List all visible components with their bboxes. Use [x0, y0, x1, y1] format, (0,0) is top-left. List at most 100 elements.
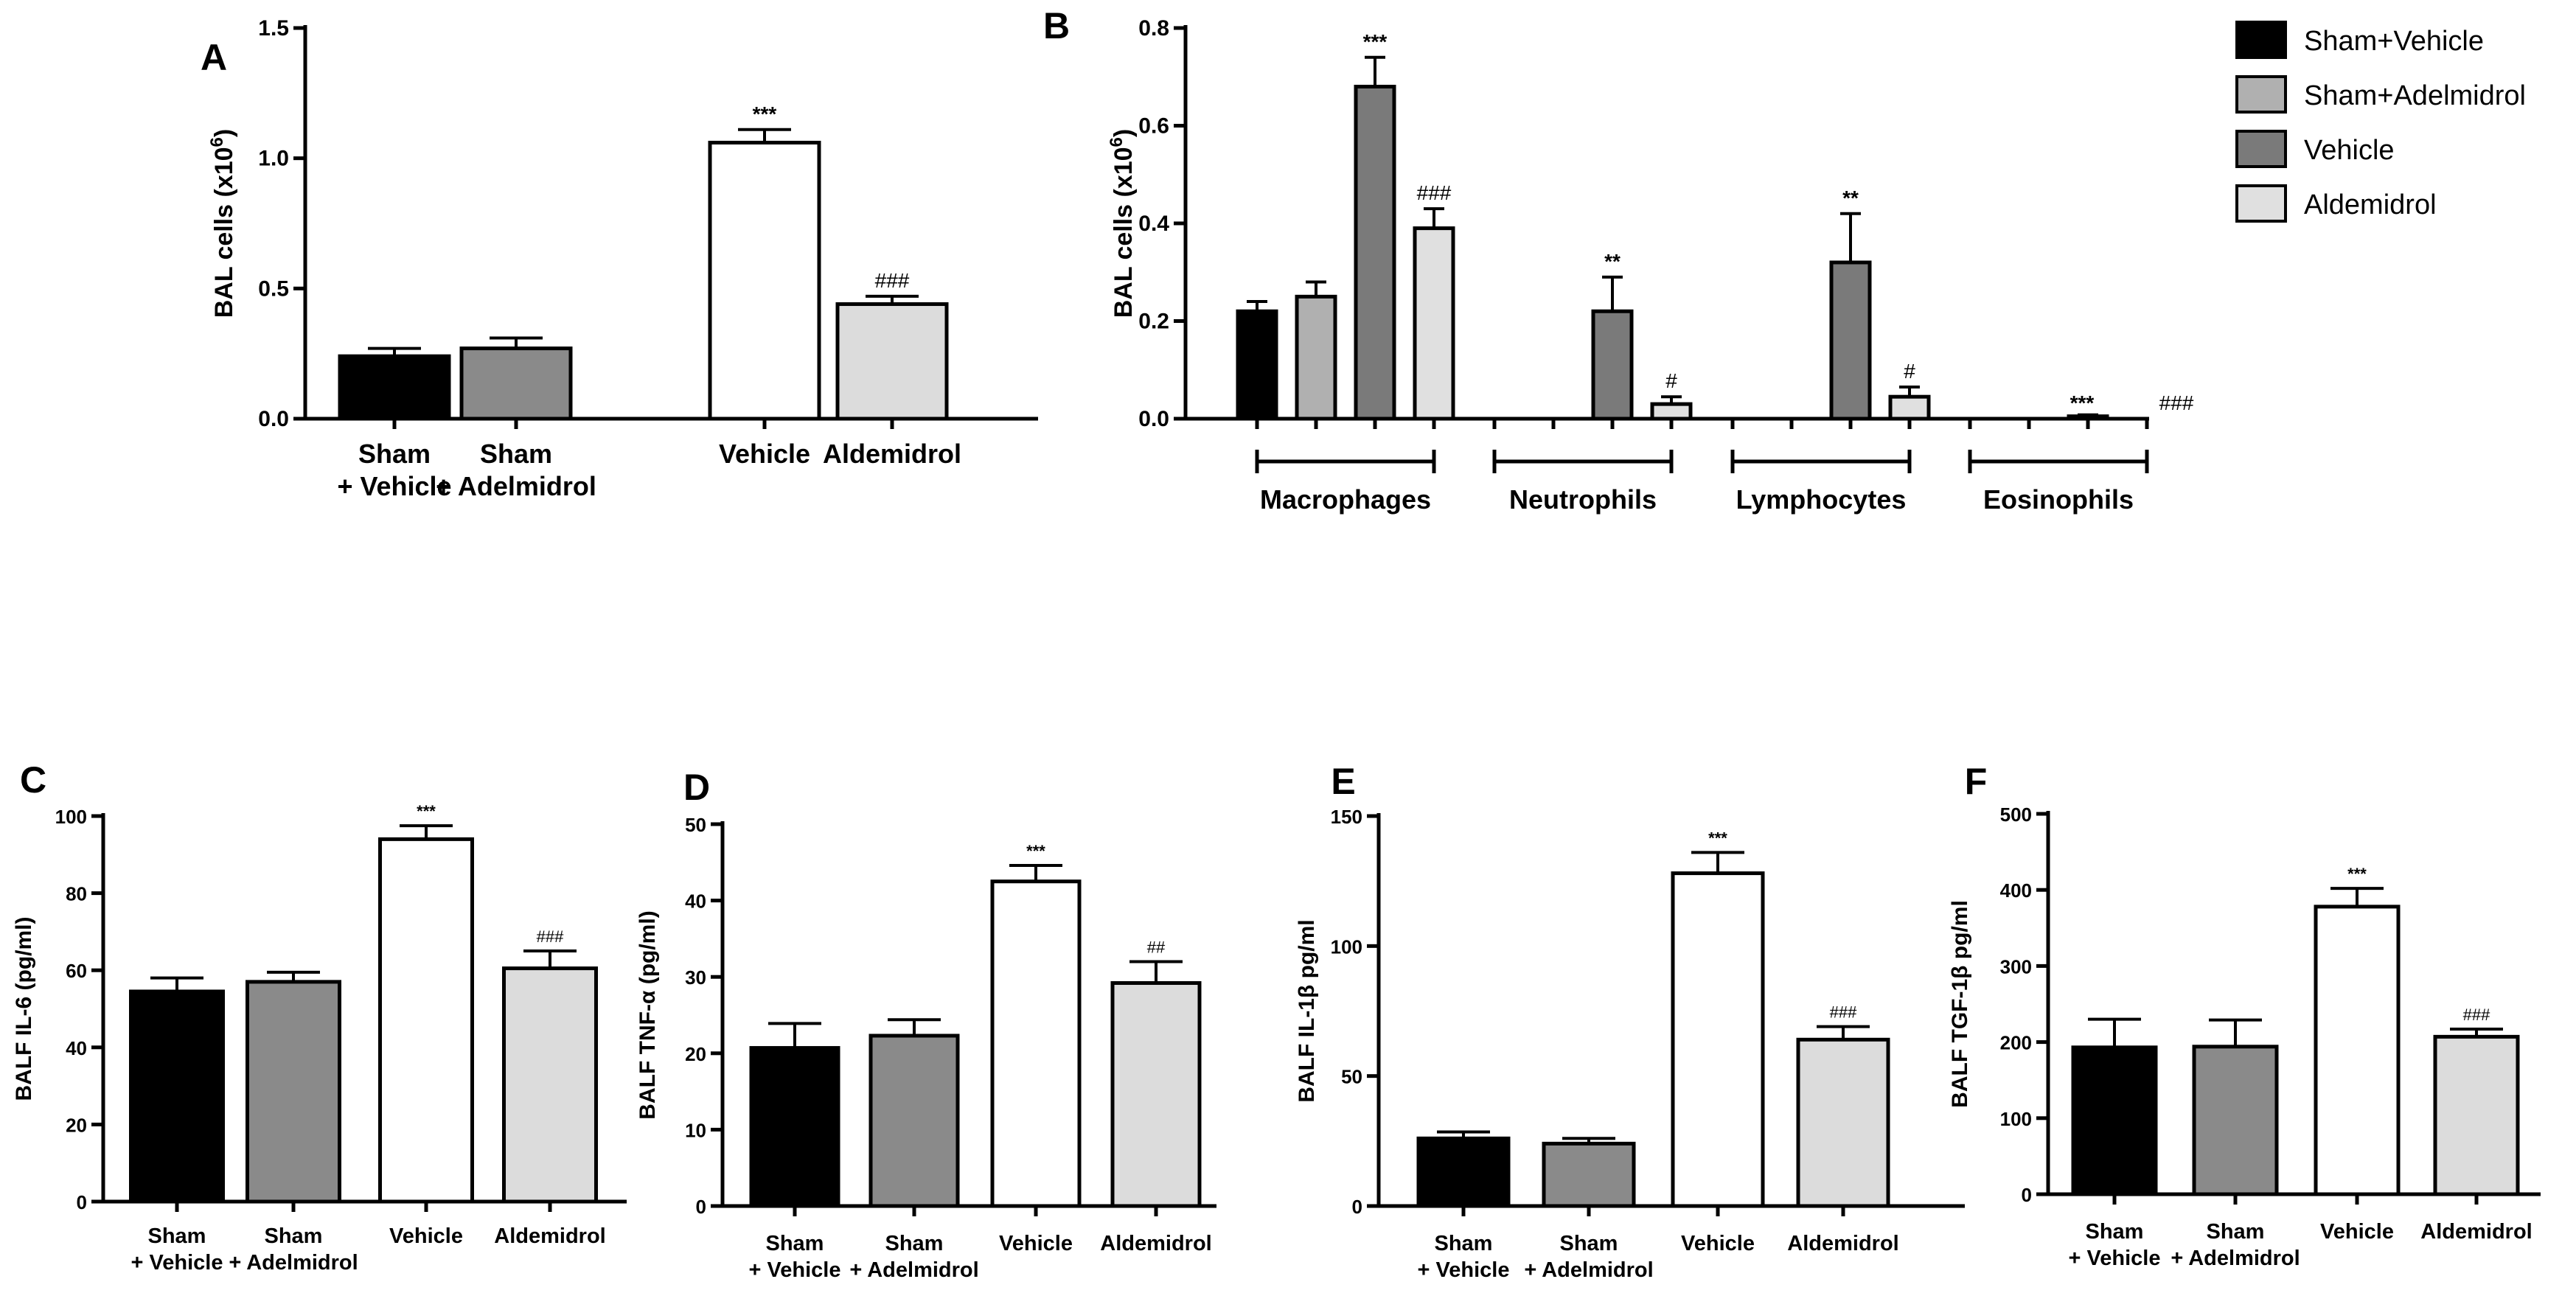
B-significance-label: ** — [1842, 187, 1859, 209]
B-bar — [1888, 394, 1931, 421]
B-y-tick-label: 0.8 — [1138, 16, 1169, 41]
F-category-label: Vehicle — [2320, 1220, 2394, 1244]
B-bar — [1354, 85, 1396, 421]
C-y-tick-label: 100 — [55, 806, 87, 828]
C-bar — [129, 989, 225, 1204]
legend-label: Sham+Vehicle — [2304, 26, 2484, 57]
E-category-label: + Adelmidrol — [1524, 1258, 1653, 1282]
A-panel-label: A — [201, 37, 227, 78]
C-significance-label: ### — [537, 927, 564, 946]
D-y-tick-label: 50 — [685, 814, 706, 836]
B-y-tick-label: 0.0 — [1138, 407, 1169, 431]
F-bar — [2314, 905, 2401, 1196]
F-y-tick-label: 500 — [2000, 804, 2032, 826]
A-bar — [338, 354, 451, 421]
D-bar — [749, 1046, 840, 1208]
A-y-tick-label: 1.0 — [258, 147, 289, 171]
D-bar — [1110, 980, 1202, 1208]
E-category-label: Sham — [1560, 1232, 1618, 1255]
D-category-label: Vehicle — [999, 1232, 1073, 1255]
A-category-label: Sham — [480, 439, 552, 469]
B-group-label: Macrophages — [1260, 484, 1431, 515]
C-category-label: Vehicle — [389, 1224, 463, 1248]
D-bar — [990, 879, 1082, 1208]
D-panel-label: D — [683, 767, 710, 808]
C-category-label: + Vehicle — [131, 1251, 223, 1275]
E-y-tick-label: 100 — [1331, 935, 1362, 958]
D-category-label: Sham — [885, 1232, 944, 1255]
C-bar — [246, 980, 341, 1204]
D-y-tick-label: 30 — [685, 966, 706, 989]
C-y-tick-label: 20 — [66, 1114, 87, 1136]
A-category-label: Aldemidrol — [823, 439, 961, 469]
E-y-tick-label: 150 — [1331, 806, 1362, 828]
F-category-label: Aldemidrol — [2420, 1220, 2532, 1244]
F-category-label: Sham — [2086, 1220, 2144, 1244]
E-category-label: Sham — [1435, 1232, 1493, 1255]
D-category-label: Aldemidrol — [1100, 1232, 1211, 1255]
C-panel-label: C — [20, 759, 46, 801]
B-significance-label: ### — [2159, 391, 2194, 414]
A-significance-label: ### — [875, 269, 910, 292]
C-category-label: Aldemidrol — [494, 1224, 605, 1248]
A-y-axis-title-exponent: 6 — [207, 137, 227, 147]
E-category-label: Vehicle — [1681, 1232, 1755, 1255]
C-category-label: Sham — [148, 1224, 206, 1248]
B-bar — [1829, 260, 1872, 421]
B-group-label: Eosinophils — [1983, 484, 2134, 515]
B-y-tick-label: 0.4 — [1138, 212, 1169, 236]
A-y-tick-label: 1.5 — [258, 16, 289, 41]
D-significance-label: *** — [1026, 842, 1045, 860]
C-y-tick-label: 60 — [66, 960, 87, 982]
D-y-tick-label: 10 — [685, 1119, 706, 1141]
A-category-label: + Vehicle — [337, 471, 451, 501]
A-y-axis-title: BAL cells (x106) — [207, 129, 239, 318]
legend-label: Vehicle — [2304, 135, 2395, 166]
C-y-tick-label: 0 — [77, 1191, 87, 1213]
D-y-tick-label: 0 — [696, 1196, 706, 1218]
B-bar — [1650, 402, 1693, 421]
D-category-label: Sham — [766, 1232, 824, 1255]
B-significance-label: *** — [1363, 30, 1388, 53]
F-y-tick-label: 0 — [2022, 1184, 2032, 1206]
B-y-axis-title-exponent: 6 — [1107, 137, 1127, 147]
D-category-label: + Adelmidrol — [849, 1258, 978, 1282]
D-category-label: + Vehicle — [749, 1258, 841, 1282]
B-group-label: Lymphocytes — [1736, 484, 1907, 515]
F-bar — [2071, 1045, 2158, 1196]
E-bar — [1542, 1141, 1636, 1208]
legend-swatch — [2235, 21, 2287, 59]
F-y-tick-label: 300 — [2000, 955, 2032, 977]
E-significance-label: *** — [1708, 829, 1727, 847]
A-category-label: Sham — [358, 439, 431, 469]
F-y-axis-title: BALF TGF-1β pg/ml — [1948, 900, 1972, 1108]
legend-swatch — [2235, 184, 2287, 223]
C-category-label: + Adelmidrol — [229, 1251, 358, 1275]
B-y-tick-label: 0.6 — [1138, 114, 1169, 139]
D-y-tick-label: 40 — [685, 891, 706, 913]
E-panel-label: E — [1331, 761, 1355, 802]
B-significance-label: ** — [1604, 250, 1621, 273]
E-y-tick-label: 50 — [1341, 1066, 1362, 1088]
B-group-label: Neutrophils — [1509, 484, 1657, 515]
B-bar — [1591, 309, 1634, 421]
F-bar — [2192, 1045, 2279, 1196]
C-bar — [378, 837, 474, 1204]
E-y-axis-title: BALF IL-1β pg/ml — [1295, 919, 1319, 1102]
B-y-axis-title: BAL cells (x106) — [1107, 129, 1138, 318]
C-category-label: Sham — [265, 1224, 323, 1248]
F-category-label: Sham — [2207, 1220, 2265, 1244]
B-significance-label: *** — [2070, 391, 2095, 414]
F-bar — [2433, 1034, 2520, 1196]
F-y-tick-label: 400 — [2000, 879, 2032, 902]
E-category-label: Aldemidrol — [1787, 1232, 1898, 1255]
B-bar — [1413, 226, 1455, 421]
B-y-tick-label: 0.2 — [1138, 310, 1169, 334]
B-bar — [1295, 294, 1337, 421]
A-category-label: Vehicle — [719, 439, 810, 469]
A-y-tick-label: 0.0 — [258, 407, 289, 431]
B-bar — [1236, 309, 1278, 421]
A-bar — [835, 302, 949, 421]
C-significance-label: *** — [417, 802, 436, 820]
E-bar — [1671, 871, 1765, 1208]
